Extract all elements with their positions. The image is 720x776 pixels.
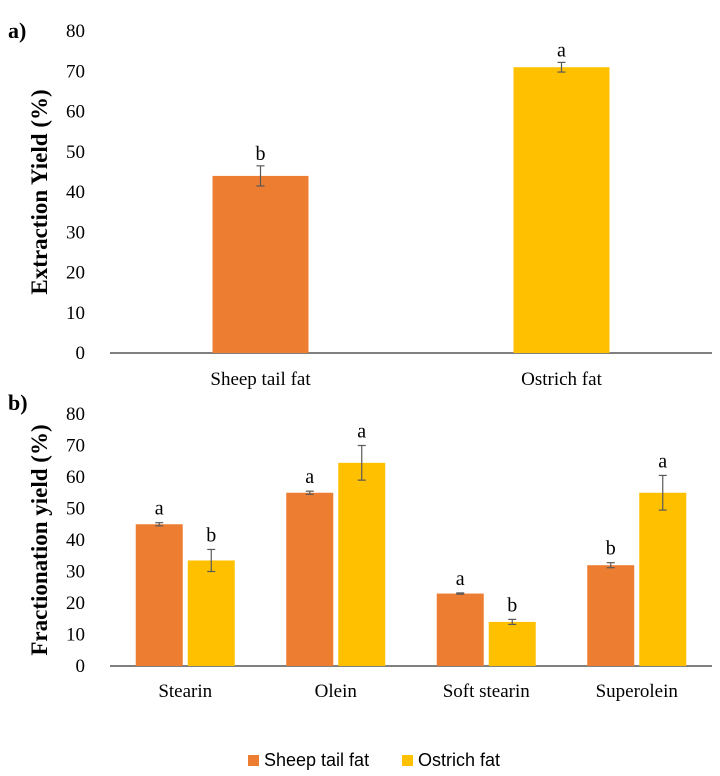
panel-b-significance-letter: b (507, 594, 517, 616)
panel-b-x-tick-label: Soft stearin (443, 681, 531, 702)
panel-b-bar (639, 492, 687, 666)
panel-a-bar (212, 175, 309, 353)
panel-b-y-tick-label: 40 (66, 530, 85, 551)
panel-b-bar (436, 593, 484, 666)
panel-a-significance-letter: b (256, 143, 266, 165)
panel-a-y-axis-title: Extraction Yield (%) (27, 89, 52, 294)
panel-b-bar (187, 560, 235, 666)
panel-b-x-tick-label: Olein (315, 681, 358, 702)
panel-a-y-tick-label: 70 (66, 61, 85, 82)
panel-a-y-tick-label: 20 (66, 263, 85, 284)
panel-a-y-tick-label: 10 (66, 303, 85, 324)
panel-a-bar (513, 67, 610, 353)
panel-b-significance-letter: b (606, 538, 616, 560)
legend-label: Sheep tail fat (264, 750, 369, 770)
panel-b-x-tick-label: Superolein (596, 681, 679, 702)
panel-a-significance-letter: a (557, 39, 566, 61)
panel-a-y-tick-label: 0 (76, 343, 86, 364)
panel-b-y-axis-title: Fractionation yield (%) (27, 424, 52, 655)
panel-b-significance-letter: b (206, 524, 216, 546)
panel-a-y-tick-label: 50 (66, 142, 85, 163)
panel-b-bar (488, 621, 536, 666)
legend-swatch (248, 755, 259, 766)
panel-b-x-tick-label: Stearin (158, 681, 212, 702)
panel-b-significance-letter: a (456, 568, 465, 590)
panel-b-y-tick-label: 30 (66, 562, 85, 583)
panel-b-y-tick-label: 60 (66, 467, 85, 488)
panel-b-y-tick-label: 20 (66, 593, 85, 614)
legend-swatch (402, 755, 413, 766)
panel-b-bar (286, 492, 334, 666)
panel-a-x-tick-label: Ostrich fat (521, 369, 602, 390)
legend-label: Ostrich fat (418, 750, 500, 770)
panel-b-significance-letter: a (155, 498, 164, 520)
panel-a-y-tick-label: 80 (66, 21, 85, 42)
panel-b-bar (587, 565, 635, 666)
panel-b-y-tick-label: 10 (66, 625, 85, 646)
panel-b-y-tick-label: 80 (66, 404, 85, 425)
panel-a-y-tick-label: 40 (66, 182, 85, 203)
panel-b-bar (135, 524, 183, 666)
panel-a-y-tick-label: 30 (66, 222, 85, 243)
panel-b-significance-letter: a (305, 466, 314, 488)
panel-b-panel-label: b) (8, 390, 28, 415)
panel-b-significance-letter: a (658, 450, 667, 472)
panel-a-x-tick-label: Sheep tail fat (210, 369, 311, 390)
panel-b-significance-letter: a (357, 421, 366, 443)
panel-b-y-tick-label: 70 (66, 436, 85, 457)
panel-a-panel-label: a) (8, 18, 26, 43)
panel-b-y-tick-label: 0 (76, 656, 86, 677)
panel-b-y-tick-label: 50 (66, 499, 85, 520)
panel-a-y-tick-label: 60 (66, 102, 85, 123)
panel-b-bar (338, 462, 386, 666)
